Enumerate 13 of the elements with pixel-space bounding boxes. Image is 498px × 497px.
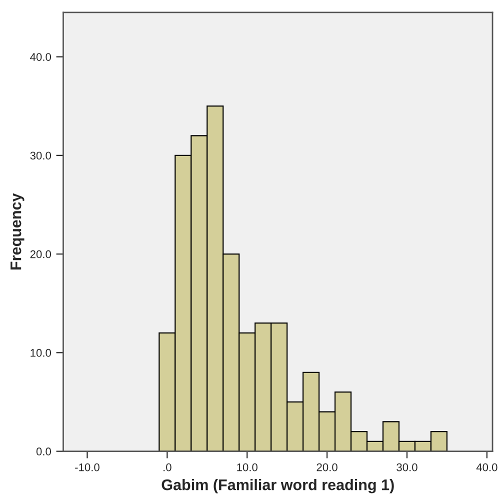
- x-tick-label: 20.0: [316, 463, 338, 472]
- y-tick-label: 10.0: [30, 348, 52, 357]
- y-tick-label: 20.0: [30, 250, 52, 258]
- y-tick-label: 40.0: [30, 53, 52, 61]
- x-tick-label: -10.0: [75, 463, 100, 472]
- x-axis-title: Gabim (Familiar word reading 1): [162, 478, 394, 494]
- y-axis-title: Frequency: [10, 193, 24, 270]
- x-tick-label: .0: [164, 463, 172, 472]
- x-tick-label: 30.0: [396, 463, 418, 472]
- y-tick-label: 0.0: [36, 448, 52, 456]
- y-tick-label: 30.0: [30, 152, 52, 160]
- x-tick-label: 40.0: [476, 463, 498, 472]
- x-tick-label: 10.0: [237, 463, 258, 472]
